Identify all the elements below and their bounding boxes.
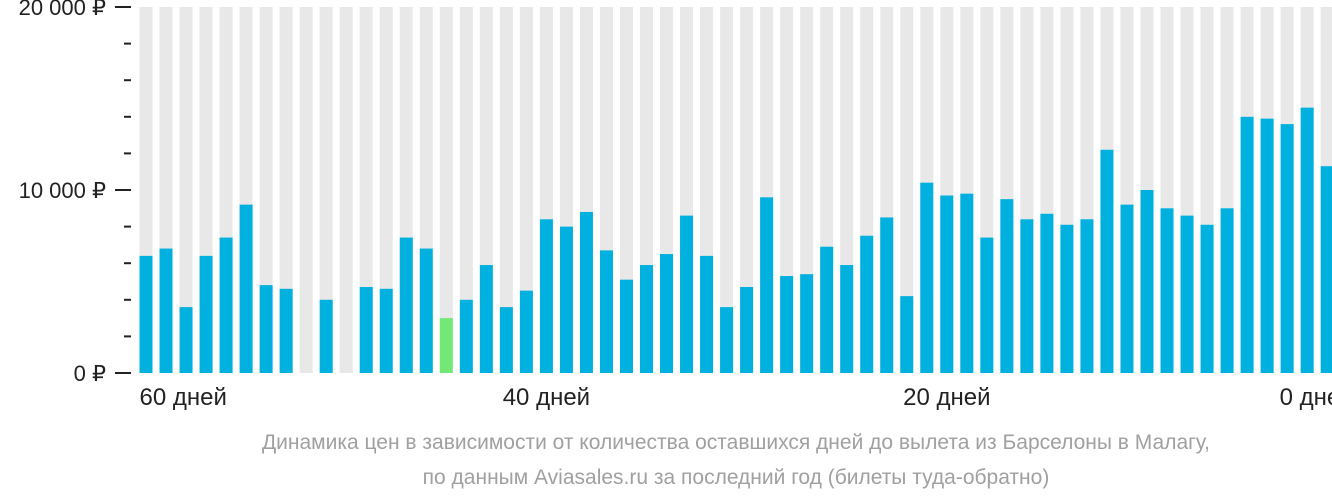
bar[interactable] <box>1280 124 1294 374</box>
bar[interactable] <box>479 265 493 373</box>
bar-lowest-price[interactable] <box>439 318 453 373</box>
bar[interactable] <box>579 211 593 373</box>
bar[interactable] <box>880 217 894 373</box>
bar[interactable] <box>1160 208 1174 373</box>
x-axis: 60 дней 40 дней 20 дней 0 дней <box>140 384 1332 411</box>
bar[interactable] <box>800 274 814 373</box>
bar[interactable] <box>239 204 253 373</box>
x-tick-label: 60 дней <box>140 384 227 411</box>
background-column <box>519 7 533 373</box>
background-column <box>179 7 193 373</box>
bar[interactable] <box>559 226 573 373</box>
bar[interactable] <box>1260 118 1274 373</box>
background-column <box>339 7 353 373</box>
bar[interactable] <box>960 193 974 373</box>
bar[interactable] <box>379 288 393 373</box>
bar[interactable] <box>279 288 293 373</box>
bar[interactable] <box>780 276 794 373</box>
bar[interactable] <box>499 307 513 373</box>
background-column <box>319 7 333 373</box>
bar[interactable] <box>1140 190 1154 373</box>
x-tick-label: 20 дней <box>903 384 990 411</box>
bar[interactable] <box>259 285 273 373</box>
bar[interactable] <box>1080 219 1094 373</box>
background-column <box>299 7 313 373</box>
bar[interactable] <box>740 286 754 373</box>
x-tick-label: 0 дней <box>1280 384 1332 411</box>
chart-caption-line-1: Динамика цен в зависимости от количества… <box>261 431 1211 454</box>
background-column <box>379 7 393 373</box>
bar[interactable] <box>319 299 333 373</box>
bar[interactable] <box>519 290 533 373</box>
bar[interactable] <box>1000 199 1014 373</box>
bar[interactable] <box>860 235 874 373</box>
bar[interactable] <box>840 265 854 373</box>
bar[interactable] <box>1200 224 1214 373</box>
bar[interactable] <box>1040 213 1054 373</box>
y-tick-label: 20 000 ₽ <box>19 0 106 20</box>
background-column <box>279 7 293 373</box>
bar[interactable] <box>159 248 173 373</box>
bar[interactable] <box>1320 166 1332 373</box>
bar[interactable] <box>199 255 213 373</box>
bar[interactable] <box>760 197 774 373</box>
bar[interactable] <box>700 255 714 373</box>
bar[interactable] <box>1100 149 1114 373</box>
bar[interactable] <box>980 237 994 373</box>
bar[interactable] <box>1240 116 1254 374</box>
bar[interactable] <box>219 237 233 373</box>
bar[interactable] <box>139 255 153 373</box>
background-column <box>439 7 453 373</box>
bar[interactable] <box>640 265 653 373</box>
background-column <box>720 7 734 373</box>
bar[interactable] <box>1060 224 1074 373</box>
chart-caption-line-2: по данным Aviasales.ru за последний год … <box>422 466 1050 489</box>
background-column <box>499 7 513 373</box>
background-column <box>459 7 473 373</box>
price-dynamics-chart: 20 000 ₽ 10 000 ₽ 0 ₽ 60 дней 40 дней 20 дне… <box>19 0 1332 411</box>
background-column <box>359 7 373 373</box>
y-tick-label: 0 ₽ <box>74 361 106 386</box>
bar[interactable] <box>1020 219 1034 373</box>
bar[interactable] <box>720 307 734 373</box>
bar[interactable] <box>419 248 433 373</box>
y-axis: 20 000 ₽ 10 000 ₽ 0 ₽ <box>19 0 131 386</box>
bar[interactable] <box>1120 204 1134 373</box>
bar[interactable] <box>900 296 914 373</box>
background-column <box>740 7 754 373</box>
bar[interactable] <box>459 299 473 373</box>
bar[interactable] <box>820 246 834 373</box>
bar[interactable] <box>179 307 193 373</box>
bar[interactable] <box>399 237 413 373</box>
bar[interactable] <box>1300 107 1314 374</box>
bar[interactable] <box>619 279 633 373</box>
y-tick-label: 10 000 ₽ <box>19 178 106 203</box>
background-column <box>259 7 273 373</box>
bar[interactable] <box>680 215 694 373</box>
bar[interactable] <box>599 250 613 373</box>
background-column <box>900 7 914 373</box>
price-bars <box>139 107 1332 374</box>
bar[interactable] <box>1180 215 1194 373</box>
bar[interactable] <box>940 195 954 373</box>
bar[interactable] <box>660 254 674 373</box>
bar[interactable] <box>920 182 934 373</box>
x-tick-label: 40 дней <box>503 384 590 411</box>
bar[interactable] <box>539 219 553 373</box>
bar[interactable] <box>359 286 373 373</box>
bar[interactable] <box>1220 208 1234 373</box>
